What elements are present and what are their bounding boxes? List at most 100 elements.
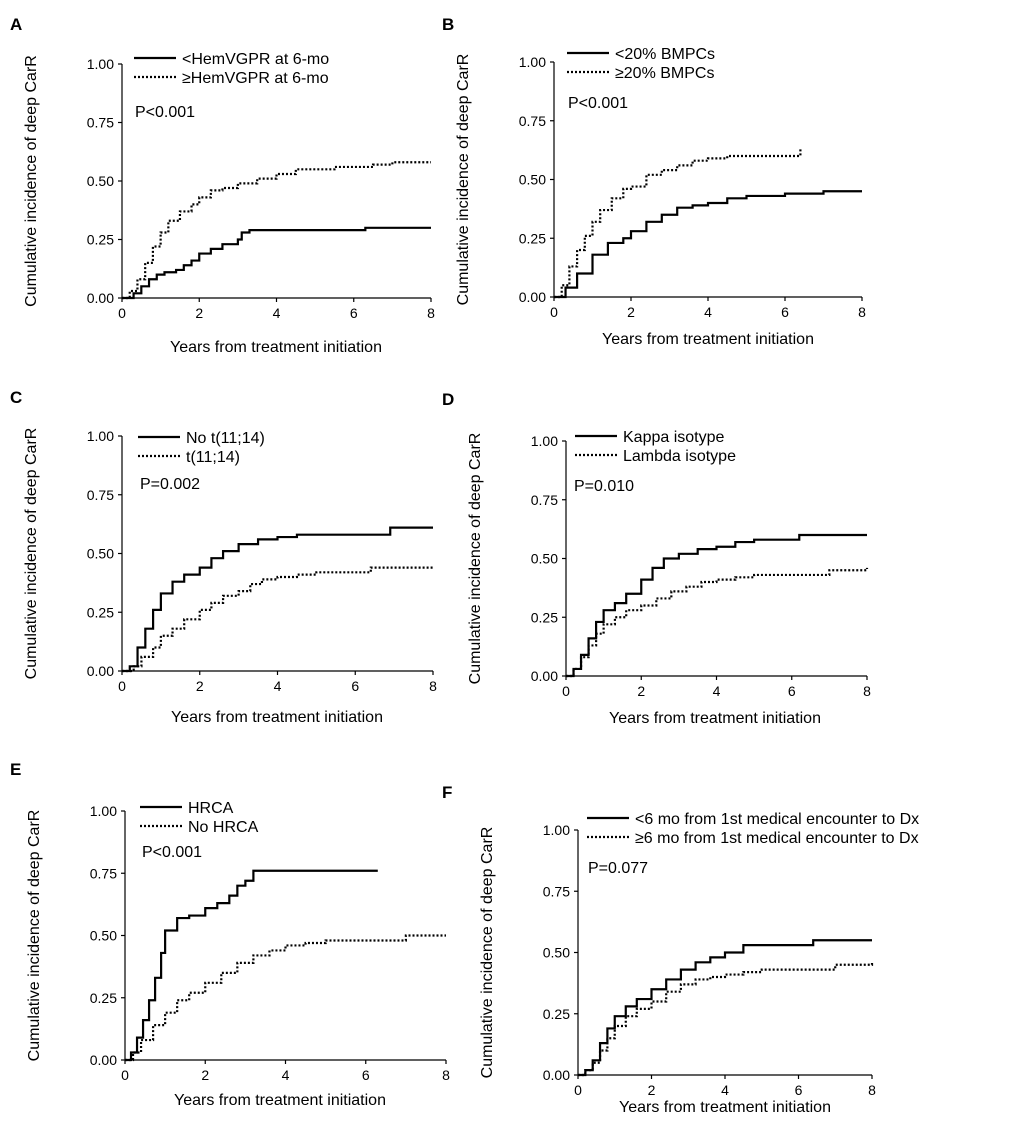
legend-label: t(11;14) [186,449,240,466]
x-tick-label: 0 [118,305,126,321]
series-line-solid [578,939,872,1077]
x-axis-label: Years from treatment initiation [602,331,814,348]
y-axis-label: Cumulative incidence of deep CarR [479,827,496,1079]
series-line-dotted [566,567,869,678]
y-tick-label: 0.75 [519,113,546,129]
y-tick-label: 0.25 [87,232,114,248]
x-tick-label: 4 [721,1082,729,1098]
y-tick-label: 0.50 [531,551,558,567]
x-tick-label: 6 [362,1067,370,1083]
x-tick-label: 2 [627,304,635,320]
y-tick-label: 0.50 [87,173,114,189]
legend-label: HRCA [188,800,234,817]
x-tick-label: 4 [274,678,282,694]
legend-label: ≥20% BMPCs [615,65,714,82]
y-tick-label: 0.00 [543,1067,570,1083]
legend-label: Lambda isotype [623,448,736,465]
series-line-dotted [122,566,433,673]
y-tick-label: 1.00 [87,428,114,444]
panel-letter: F [442,783,452,802]
x-tick-label: 2 [195,305,203,321]
x-tick-label: 8 [868,1082,876,1098]
p-value: P=0.002 [140,476,200,493]
y-tick-label: 1.00 [87,56,114,72]
panel-b: B 0.00 0.25 0.50 0.75 1.00 0 2 4 6 8 Years from tre… [442,15,866,348]
legend-label: No HRCA [188,819,259,836]
panel-letter: C [10,388,22,407]
panel-letter: A [10,15,22,34]
panel-f: F 0.00 0.25 0.50 0.75 1.00 0 2 4 6 8 Years from tre… [442,783,919,1116]
x-tick-label: 0 [574,1082,582,1098]
y-axis-label: Cumulative incidence of deep CarR [23,428,40,680]
panel-letter: B [442,15,454,34]
x-tick-label: 8 [442,1067,450,1083]
y-tick-label: 0.00 [87,663,114,679]
y-tick-label: 0.00 [87,290,114,306]
y-tick-label: 1.00 [543,822,570,838]
panel-c: C 0.00 0.25 0.50 0.75 1.00 0 2 4 6 8 Years from tre… [10,388,437,726]
p-value: P<0.001 [142,844,202,861]
y-tick-label: 0.00 [531,668,558,684]
p-value: P=0.010 [574,478,634,495]
y-tick-label: 0.75 [531,492,558,508]
x-axis-label: Years from treatment initiation [619,1099,831,1116]
y-tick-label: 1.00 [90,803,117,819]
p-value: P<0.001 [568,95,628,112]
x-tick-label: 0 [118,678,126,694]
x-axis-label: Years from treatment initiation [171,709,383,726]
x-tick-label: 2 [648,1082,656,1098]
x-tick-label: 6 [795,1082,803,1098]
series-line-solid [566,533,867,678]
series-line-dotted [554,148,802,299]
legend-label: <6 mo from 1st medical encounter to Dx [635,811,919,828]
y-tick-label: 0.50 [543,945,570,961]
legend-label: <HemVGPR at 6-mo [182,51,329,68]
series-line-dotted [578,962,874,1077]
x-tick-label: 4 [273,305,281,321]
y-tick-label: 0.50 [519,172,546,188]
x-axis-label: Years from treatment initiation [170,339,382,356]
x-tick-label: 2 [637,683,645,699]
y-tick-label: 0.00 [90,1052,117,1068]
panel-a: A 0.00 0.25 0.50 0.75 1.00 0 2 4 6 8 Years from tre… [10,15,435,356]
x-tick-label: 6 [351,678,359,694]
x-tick-label: 0 [121,1067,129,1083]
x-tick-label: 6 [788,683,796,699]
legend-label: No t(11;14) [186,430,265,447]
x-tick-label: 4 [704,304,712,320]
series-line-dotted [122,161,431,300]
series-line-solid [554,190,862,299]
y-axis-label: Cumulative incidence of deep CarR [455,54,472,306]
x-tick-label: 4 [713,683,721,699]
y-tick-label: 0.00 [519,289,546,305]
panel-d: D 0.00 0.25 0.50 0.75 1.00 0 2 4 6 8 Years from tre… [442,390,871,727]
x-tick-label: 8 [427,305,435,321]
y-tick-label: 0.25 [531,609,558,625]
series-line-solid [122,226,431,300]
y-axis-label: Cumulative incidence of deep CarR [467,433,484,685]
y-tick-label: 1.00 [519,54,546,70]
x-axis-label: Years from treatment initiation [174,1092,386,1109]
y-tick-label: 0.25 [543,1006,570,1022]
y-tick-label: 1.00 [531,433,558,449]
series-line-solid [125,869,378,1062]
legend-label: ≥HemVGPR at 6-mo [182,70,329,87]
x-tick-label: 8 [863,683,871,699]
legend-label: <20% BMPCs [615,46,715,63]
x-tick-label: 4 [282,1067,290,1083]
y-tick-label: 0.50 [90,928,117,944]
x-tick-label: 6 [350,305,358,321]
series-line-solid [122,526,433,673]
y-axis-label: Cumulative incidence of deep CarR [23,55,40,307]
y-tick-label: 0.25 [519,230,546,246]
y-tick-label: 0.75 [543,883,570,899]
y-tick-label: 0.75 [87,115,114,131]
y-tick-label: 0.75 [87,487,114,503]
panel-letter: E [10,760,21,779]
legend-label: Kappa isotype [623,429,725,446]
y-axis-label: Cumulative incidence of deep CarR [26,810,43,1062]
x-tick-label: 8 [858,304,866,320]
series-line-dotted [125,934,446,1062]
panel-letter: D [442,390,454,409]
